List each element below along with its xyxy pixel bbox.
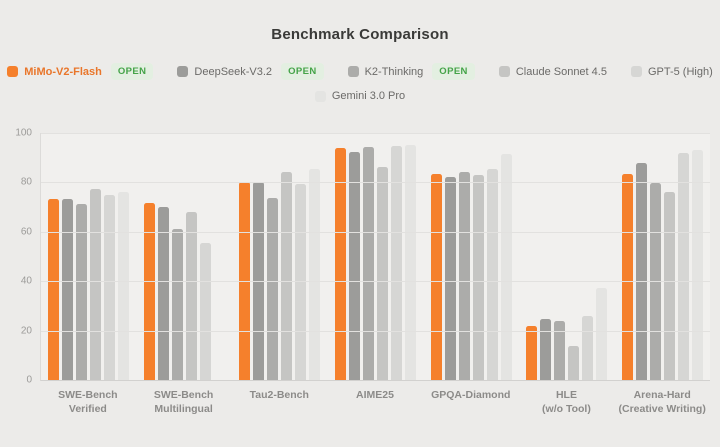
y-axis-tick-80: 80 [20,176,32,188]
bar-group-gpqa-diamond [423,133,519,380]
legend-item-mimo-v2-flash[interactable]: MiMo-V2-Flash OPEN [7,63,154,80]
bar-gpt-5-high-swe-bench-verified [104,195,116,380]
x-label-tau2-bench: Tau2-Bench [249,389,309,401]
bar-gpt-5-high-swe-bench-multilingual [199,243,211,380]
legend-item-deepseek-v3-2[interactable]: DeepSeek-V3.2 OPEN [177,63,324,80]
y-axis-tick-60: 60 [20,226,32,238]
bar-gpt-5-high-hle-w-o-tool [582,316,594,380]
bar-deepseek-v3-2-hle-w-o-tool [540,319,552,380]
y-axis-tick-100: 100 [15,127,32,139]
bar-mimo-v2-flash-swe-bench-verified [48,198,60,380]
bar-k2-thinking-hle-w-o-tool [554,320,566,380]
bar-k2-thinking-swe-bench-multilingual [171,229,183,380]
legend-row-2: Gemini 3.0 Pro [314,90,406,102]
legend-item-claude-sonnet-4-5[interactable]: Claude Sonnet 4.5 [498,65,607,78]
y-axis-tick-0: 0 [26,374,32,386]
bar-claude-sonnet-4-5-tau2-bench [281,171,293,380]
gemini-3-0-pro-swatch [314,90,326,102]
legend-label-gpt-5-high: GPT-5 (High) [647,65,713,78]
gpt-5-high-swatch [630,66,642,77]
chart-area: 0 20 40 60 80 100 SWE-Bench Verified SWE-Bench M… [15,128,710,416]
legend-item-k2-thinking[interactable]: K2-Thinking OPEN [347,63,475,80]
bar-gemini-3-0-pro-hle-w-o-tool [596,288,608,380]
gridline-40 [41,281,710,283]
bar-deepseek-v3-2-gpqa-diamond [444,177,456,380]
bar-group-arena-hard-creative-writing [614,133,710,380]
chart-title: Benchmark Comparison [271,26,449,43]
bar-gpt-5-high-gpqa-diamond [486,169,498,380]
bar-group-aime25 [328,133,424,380]
bar-deepseek-v3-2-swe-bench-multilingual [157,206,169,380]
bar-mimo-v2-flash-aime25 [335,147,347,380]
bar-gpt-5-high-arena-hard-creative-writing [677,153,689,380]
bar-claude-sonnet-4-5-swe-bench-multilingual [185,212,197,380]
bar-gemini-3-0-pro-aime25 [405,145,417,380]
x-label-arena-hard-creative-writing: Arena-Hard (Creative Writing) [618,389,706,416]
bar-group-hle-w-o-tool [519,133,615,380]
x-label-gpqa-diamond: GPQA-Diamond [431,389,511,401]
gridline-60 [41,231,710,233]
x-label-aime25: AIME25 [356,389,394,401]
open-badge: OPEN [110,63,154,80]
legend-item-gemini-3-0-pro[interactable]: Gemini 3.0 Pro [314,90,406,102]
bar-mimo-v2-flash-gpqa-diamond [430,173,442,380]
bar-group-tau2-bench [232,133,328,380]
mimo-v2-flash-swatch [7,66,19,77]
bar-deepseek-v3-2-swe-bench-verified [62,199,74,380]
bar-deepseek-v3-2-arena-hard-creative-writing [635,162,647,380]
x-label-swe-bench-verified: SWE-Bench Verified [58,389,118,416]
deepseek-v3-2-swatch [177,66,189,77]
bar-group-swe-bench-multilingual [137,133,233,380]
x-axis-labels: SWE-Bench Verified SWE-Bench Multilingual Ta… [40,388,710,416]
bar-mimo-v2-flash-hle-w-o-tool [526,326,538,380]
bar-claude-sonnet-4-5-hle-w-o-tool [568,346,580,380]
legend-label-deepseek-v3-2: DeepSeek-V3.2 [194,65,273,78]
bar-claude-sonnet-4-5-gpqa-diamond [472,174,484,380]
bar-claude-sonnet-4-5-swe-bench-verified [90,189,102,380]
gridline-100 [41,133,710,134]
chart-legend: MiMo-V2-Flash OPEN DeepSeek-V3.2 OPEN K2-Thi… [0,63,720,102]
k2-thinking-swatch [347,66,359,77]
bar-deepseek-v3-2-tau2-bench [253,182,265,380]
bar-gemini-3-0-pro-tau2-bench [309,168,321,380]
bar-gemini-3-0-pro-arena-hard-creative-writing [691,149,703,380]
open-badge: OPEN [432,63,475,80]
legend-item-gpt-5-high[interactable]: GPT-5 (High) [630,65,713,78]
bar-mimo-v2-flash-arena-hard-creative-writing [621,174,633,380]
x-label-swe-bench-multilingual: SWE-Bench Multilingual [153,389,214,416]
bar-claude-sonnet-4-5-arena-hard-creative-writing [663,192,675,380]
bar-deepseek-v3-2-aime25 [349,151,361,380]
bar-claude-sonnet-4-5-aime25 [377,166,389,380]
legend-label-gemini-3-0-pro: Gemini 3.0 Pro [331,90,406,102]
legend-label-k2-thinking: K2-Thinking [364,65,424,78]
bar-k2-thinking-tau2-bench [267,197,279,380]
x-label-hle-w-o-tool: HLE (w/o Tool) [542,389,591,416]
bar-k2-thinking-aime25 [363,146,375,380]
plot-area: 0 20 40 60 80 100 [15,128,710,386]
legend-row-1: MiMo-V2-Flash OPEN DeepSeek-V3.2 OPEN K2-Thi… [7,63,713,80]
bar-group-swe-bench-verified [41,133,137,380]
y-axis-tick-20: 20 [20,325,32,337]
bar-mimo-v2-flash-swe-bench-multilingual [143,202,155,380]
bar-k2-thinking-swe-bench-verified [76,203,88,380]
gridline-20 [41,330,710,332]
bar-mimo-v2-flash-tau2-bench [239,181,251,380]
bar-groups [41,133,710,380]
open-badge: OPEN [281,63,324,80]
y-axis-tick-40: 40 [20,275,32,287]
bar-gpt-5-high-aime25 [391,146,403,380]
legend-label-claude-sonnet-4-5: Claude Sonnet 4.5 [515,65,607,78]
legend-label-mimo-v2-flash: MiMo-V2-Flash [24,65,102,78]
bar-gemini-3-0-pro-gpqa-diamond [500,154,512,380]
gridline-80 [41,182,710,184]
claude-sonnet-4-5-swatch [498,66,510,77]
bar-k2-thinking-gpqa-diamond [458,171,470,380]
bar-gemini-3-0-pro-swe-bench-verified [118,191,130,380]
